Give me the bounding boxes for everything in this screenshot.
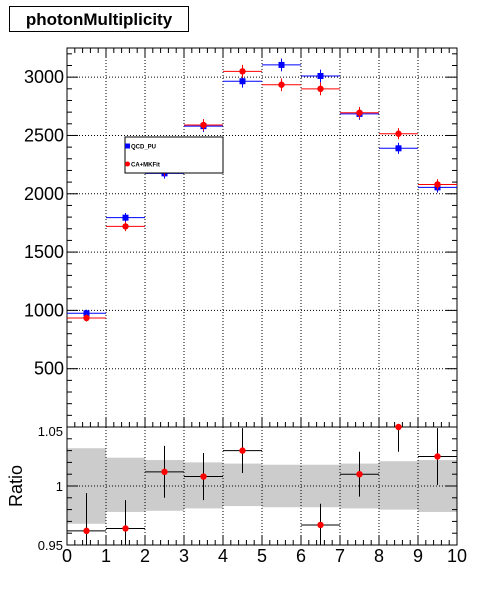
main-y-tick-label: 1000: [24, 300, 64, 320]
ratio-point: [200, 473, 207, 480]
ca-mkfit-point: [122, 223, 129, 230]
qcd-pu-point: [239, 78, 246, 85]
ratio-point: [161, 468, 168, 476]
x-tick-label: 3: [179, 546, 189, 566]
ratio-point: [434, 453, 441, 460]
ca-mkfit-point: [356, 109, 363, 116]
ratio-point: [317, 521, 324, 529]
ca-mkfit-point: [239, 68, 246, 75]
legend-ca-mkfit-label: CA+MKFit: [131, 163, 160, 169]
ratio-y-tick-label: 0.95: [38, 538, 63, 553]
main-y-tick-label: 2500: [24, 125, 64, 145]
main-y-tick-label: 1500: [24, 242, 64, 262]
x-tick-label: 6: [296, 546, 306, 566]
main-y-tick-label: 3000: [24, 67, 64, 87]
ca-mkfit-point: [200, 121, 207, 129]
x-tick-label: 0: [62, 546, 72, 566]
qcd-pu-point: [395, 145, 402, 152]
ratio-point: [122, 525, 129, 532]
legend-qcd-pu-label: QCD_PU: [131, 145, 156, 151]
qcd-pu-point: [83, 310, 90, 317]
x-tick-label: 5: [257, 546, 267, 566]
chart-title: photonMultiplicity: [25, 10, 173, 29]
ratio-point: [239, 447, 246, 454]
ca-mkfit-point: [278, 81, 285, 88]
x-tick-label: 2: [140, 546, 150, 566]
legend-ca-mkfit-marker: [125, 161, 130, 167]
ratio-point: [395, 423, 402, 431]
qcd-pu-point: [122, 214, 129, 221]
x-tick-label: 9: [413, 546, 423, 566]
qcd-pu-point: [278, 61, 285, 68]
main-y-tick-label: 2000: [24, 184, 64, 204]
ca-mkfit-point: [317, 85, 324, 93]
ratio-uncertainty-band: [379, 461, 418, 510]
ratio-y-tick-label: 1: [56, 479, 63, 494]
ratio-y-tick-label: 1.05: [38, 424, 63, 439]
ca-mkfit-point: [434, 181, 441, 188]
legend-qcd-pu-marker: [125, 143, 130, 149]
chart-title-box: photonMultiplicity: [9, 6, 189, 32]
ca-mkfit-point: [83, 314, 90, 322]
ca-mkfit-point: [395, 130, 402, 137]
ratio-point: [356, 471, 363, 478]
legend-box: [124, 136, 224, 174]
ratio-y-axis-label: Ratio: [6, 465, 26, 507]
x-tick-label: 8: [374, 546, 384, 566]
x-tick-label: 4: [218, 546, 228, 566]
x-tick-label: 1: [101, 546, 111, 566]
main-y-tick-label: 500: [34, 359, 64, 379]
ratio-point: [83, 527, 90, 535]
qcd-pu-point: [317, 72, 324, 79]
x-tick-label: 10: [447, 546, 467, 566]
x-tick-label: 7: [335, 546, 345, 566]
